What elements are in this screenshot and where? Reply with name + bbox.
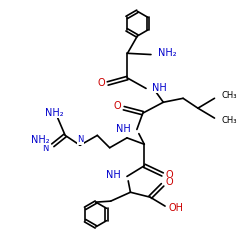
- Text: O: O: [97, 78, 105, 88]
- Text: NH: NH: [116, 124, 131, 134]
- Text: CH₃: CH₃: [222, 116, 237, 125]
- Text: NH₂: NH₂: [31, 135, 49, 145]
- Text: O: O: [165, 177, 173, 187]
- Text: N: N: [77, 135, 84, 144]
- Text: NH₂: NH₂: [158, 48, 176, 58]
- Text: O: O: [166, 170, 173, 180]
- Text: CH₃: CH₃: [222, 91, 237, 100]
- Text: NH: NH: [106, 170, 121, 180]
- Text: N: N: [42, 144, 48, 153]
- Text: NH: NH: [152, 83, 167, 93]
- Text: NH₂: NH₂: [46, 108, 64, 118]
- Text: O: O: [114, 101, 121, 111]
- Text: OH: OH: [168, 203, 183, 213]
